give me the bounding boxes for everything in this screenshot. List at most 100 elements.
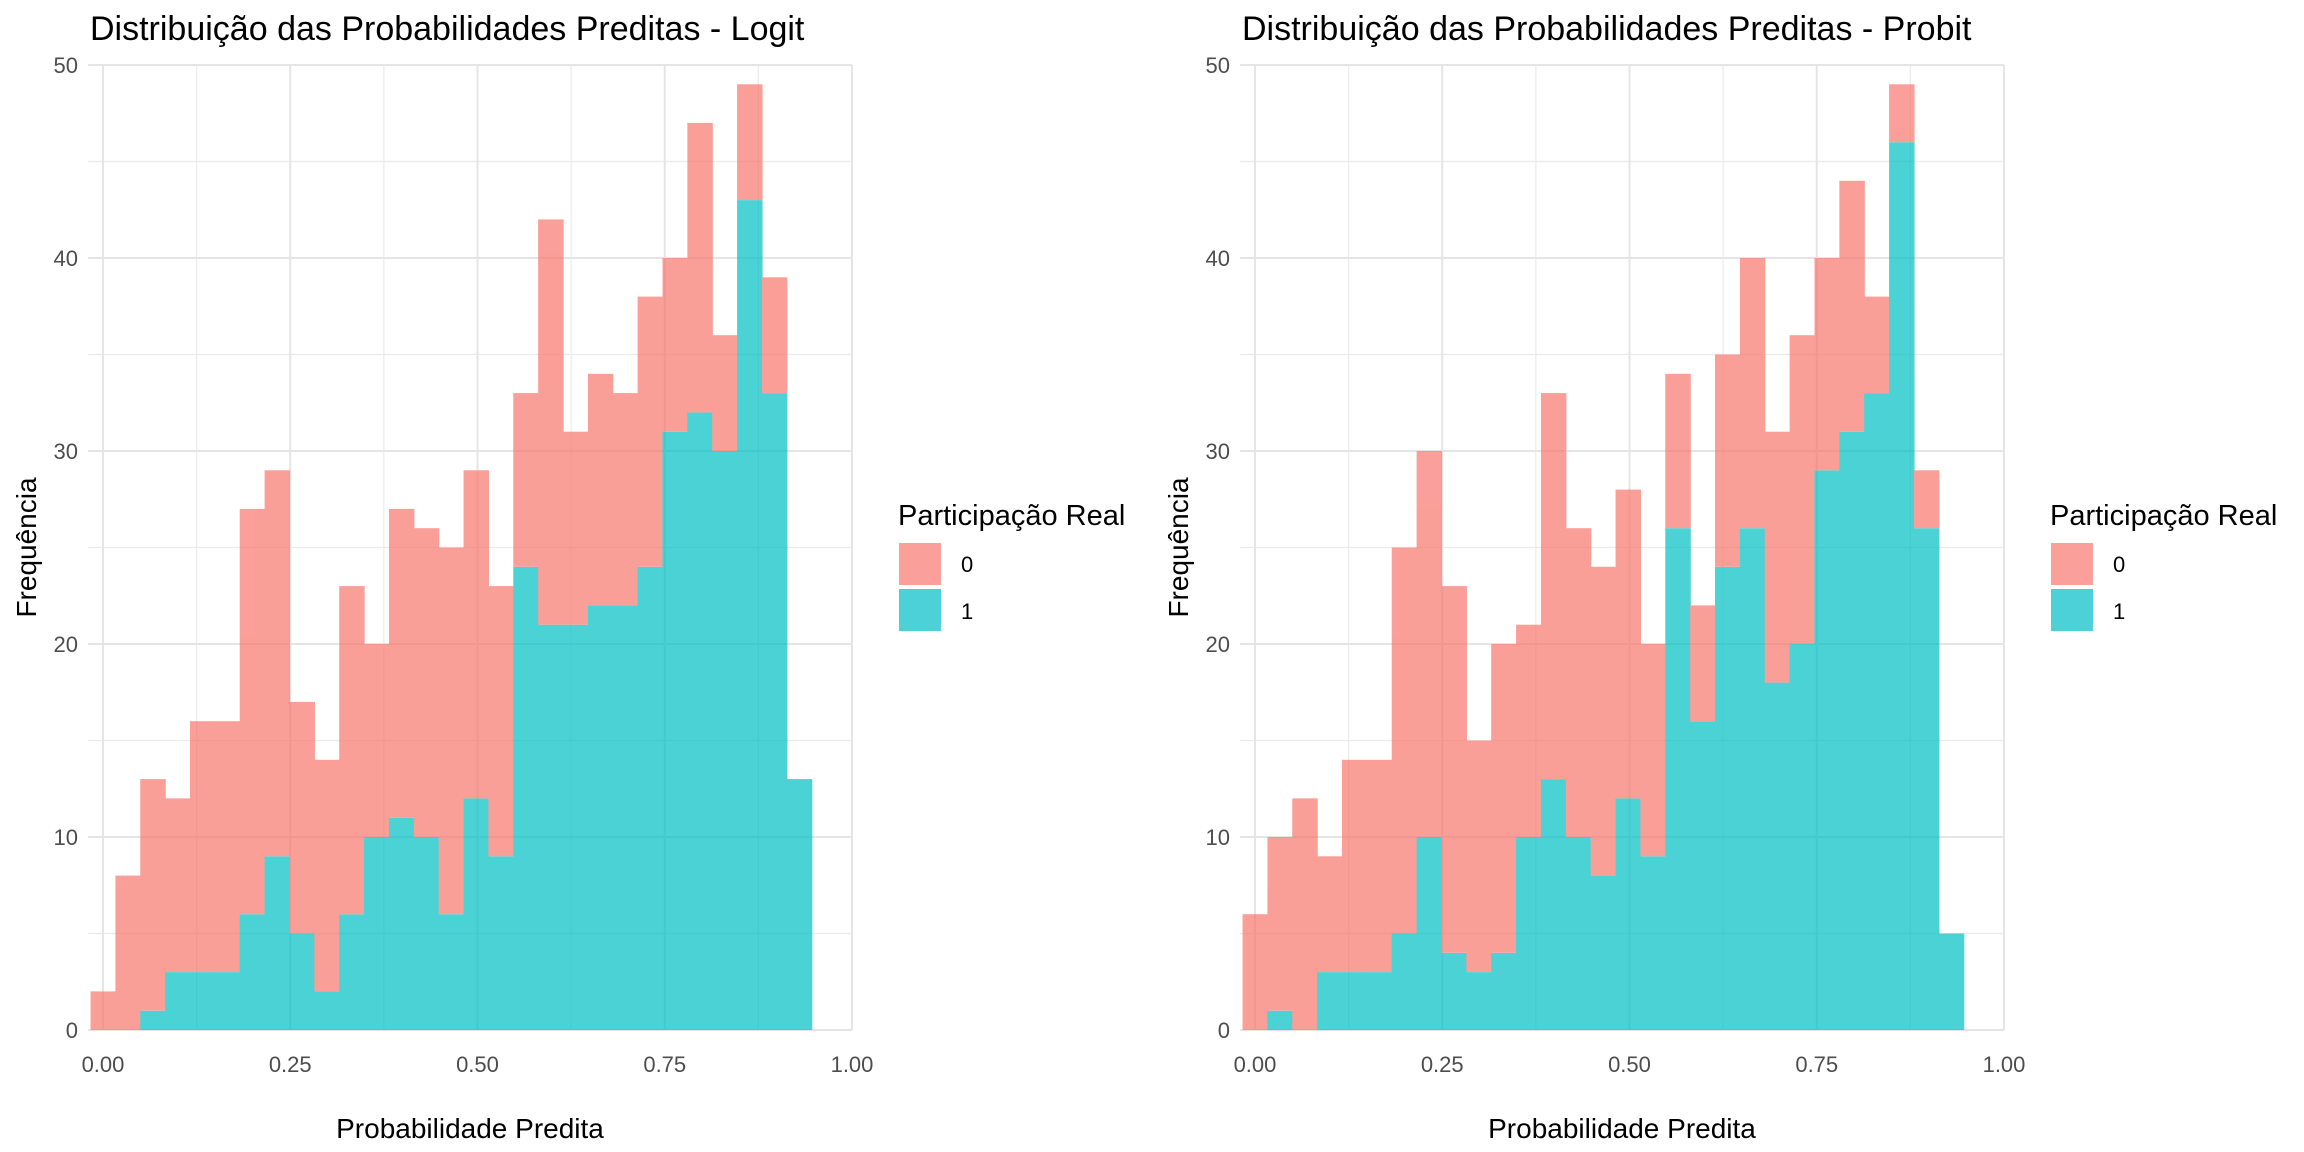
bar-participacao-1 <box>1715 566 1741 1030</box>
bar-participacao-0 <box>1466 740 1492 973</box>
legend-label-0: 0 <box>2113 552 2125 577</box>
bar-participacao-1 <box>612 605 639 1030</box>
bar-participacao-0 <box>1839 180 1865 432</box>
bar-participacao-1 <box>712 451 738 1030</box>
bar-participacao-0 <box>1690 605 1716 722</box>
bar-participacao-1 <box>1267 1010 1293 1030</box>
bar-participacao-0 <box>388 508 415 818</box>
bar-participacao-0 <box>662 258 688 432</box>
bar-participacao-0 <box>190 721 216 973</box>
bar-participacao-1 <box>1789 644 1816 1030</box>
bar-participacao-0 <box>513 393 539 567</box>
bar-participacao-0 <box>1789 335 1816 644</box>
bar-participacao-0 <box>1441 586 1467 953</box>
bar-participacao-0 <box>1540 393 1567 780</box>
bar-participacao-0 <box>687 122 713 413</box>
x-tick-label: 0.25 <box>1421 1052 1464 1077</box>
y-tick-label: 50 <box>54 53 78 78</box>
bar-participacao-0 <box>488 586 514 857</box>
bar-participacao-0 <box>264 470 291 857</box>
bar-participacao-0 <box>1342 759 1368 973</box>
bar-participacao-1 <box>587 605 614 1030</box>
bar-participacao-0 <box>463 470 490 799</box>
y-tick-label: 10 <box>1206 825 1230 850</box>
bar-participacao-1 <box>1640 856 1666 1030</box>
bar-participacao-1 <box>289 933 315 1030</box>
bar-participacao-0 <box>165 798 191 973</box>
y-tick-label: 40 <box>1206 246 1230 271</box>
bar-participacao-1 <box>761 393 788 1031</box>
bar-participacao-1 <box>1342 972 1368 1030</box>
bar-participacao-1 <box>1839 431 1865 1030</box>
bar-participacao-0 <box>1491 644 1517 953</box>
bar-participacao-1 <box>662 431 688 1030</box>
x-tick-label: 1.00 <box>1983 1052 2026 1077</box>
bar-participacao-1 <box>165 972 191 1030</box>
bar-participacao-1 <box>388 817 415 1030</box>
legend-key-1 <box>2051 589 2093 631</box>
bar-participacao-1 <box>438 914 465 1030</box>
bar-participacao-0 <box>1516 624 1542 837</box>
bar-participacao-0 <box>1913 470 1940 529</box>
bar-participacao-1 <box>1317 972 1343 1030</box>
legend-label-0: 0 <box>961 552 973 577</box>
bar-participacao-1 <box>1814 470 1840 1030</box>
bar-participacao-0 <box>1665 373 1691 529</box>
bar-participacao-0 <box>115 875 141 1030</box>
bar-participacao-0 <box>1317 856 1343 973</box>
bar-participacao-0 <box>1615 489 1642 799</box>
bar-participacao-0 <box>1292 798 1318 1030</box>
bar-participacao-0 <box>1814 258 1840 471</box>
bar-participacao-1 <box>737 200 763 1031</box>
bar-participacao-1 <box>1516 837 1542 1030</box>
y-tick-label: 0 <box>66 1018 78 1043</box>
bar-participacao-1 <box>1540 779 1567 1030</box>
y-tick-label: 20 <box>1206 632 1230 657</box>
bar-participacao-1 <box>214 972 241 1030</box>
y-tick-label: 20 <box>54 632 78 657</box>
bar-participacao-0 <box>90 991 117 1030</box>
legend-title: Participação Real <box>2050 500 2277 532</box>
bar-participacao-0 <box>1889 84 1915 143</box>
bar-participacao-0 <box>438 547 465 915</box>
bar-participacao-1 <box>563 624 589 1030</box>
bar-participacao-0 <box>612 393 639 606</box>
x-tick-label: 0.25 <box>269 1052 312 1077</box>
bar-participacao-1 <box>687 412 713 1030</box>
bar-participacao-0 <box>1715 354 1741 567</box>
x-axis-title: Probabilidade Predita <box>1488 1113 1756 1144</box>
bar-participacao-1 <box>1590 875 1617 1030</box>
bar-participacao-1 <box>1565 837 1592 1030</box>
x-tick-label: 0.50 <box>1608 1052 1651 1077</box>
x-tick-label: 0.75 <box>643 1052 686 1077</box>
legend-title: Participação Real <box>898 500 1125 532</box>
y-tick-label: 40 <box>54 246 78 271</box>
bar-participacao-0 <box>761 277 788 394</box>
bar-participacao-1 <box>264 856 291 1030</box>
bar-participacao-0 <box>538 219 564 625</box>
legend-label-1: 1 <box>961 599 973 624</box>
bar-participacao-1 <box>463 798 490 1030</box>
bar-participacao-0 <box>1565 528 1592 837</box>
x-tick-label: 0.50 <box>456 1052 499 1077</box>
bar-participacao-1 <box>1366 972 1393 1030</box>
bar-participacao-1 <box>513 566 539 1030</box>
bar-participacao-1 <box>1615 798 1642 1030</box>
bar-participacao-1 <box>190 972 216 1030</box>
x-tick-label: 0.75 <box>1795 1052 1838 1077</box>
bar-participacao-1 <box>239 914 266 1030</box>
bar-participacao-0 <box>1267 837 1293 1011</box>
bar-participacao-1 <box>1938 933 1965 1030</box>
bar-participacao-0 <box>1764 431 1791 683</box>
bar-participacao-1 <box>339 914 365 1030</box>
y-tick-label: 30 <box>54 439 78 464</box>
bar-participacao-0 <box>214 721 241 973</box>
bar-participacao-0 <box>1590 566 1617 876</box>
bar-participacao-1 <box>538 624 564 1030</box>
bar-participacao-0 <box>1640 644 1666 857</box>
legend-key-0 <box>2051 543 2093 585</box>
bar-participacao-0 <box>1391 547 1418 934</box>
bar-participacao-1 <box>314 991 340 1030</box>
